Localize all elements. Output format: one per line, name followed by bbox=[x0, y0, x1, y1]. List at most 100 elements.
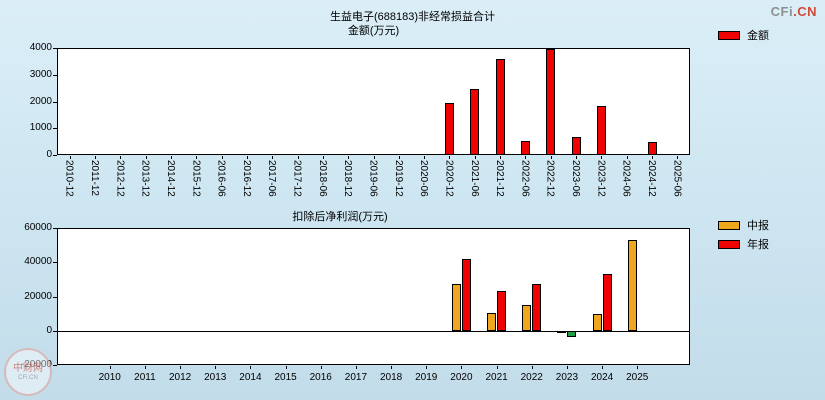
x-tick bbox=[180, 366, 181, 369]
x-tick bbox=[70, 156, 71, 159]
x-tick bbox=[323, 156, 324, 159]
y-tick bbox=[53, 102, 57, 103]
x-tick bbox=[298, 156, 299, 159]
bar bbox=[546, 49, 556, 155]
x-tick-label: 2022-06 bbox=[519, 160, 531, 197]
x-tick-label: 2013 bbox=[204, 372, 227, 383]
cfi-logo: CFi.CN bbox=[771, 4, 817, 19]
x-tick-label: 2016-12 bbox=[240, 160, 252, 197]
bar bbox=[495, 58, 505, 155]
bar bbox=[602, 274, 612, 331]
x-tick bbox=[602, 366, 603, 369]
y-tick-label: 20000 bbox=[24, 290, 52, 302]
x-tick bbox=[196, 156, 197, 159]
x-tick-label: 2019-12 bbox=[392, 160, 404, 197]
legend-swatch-interim bbox=[718, 220, 740, 230]
x-tick-label: 2012 bbox=[168, 372, 192, 383]
x-tick-label: 2023-12 bbox=[595, 160, 607, 197]
legend-label-annual: 年报 bbox=[747, 239, 769, 251]
x-tick-label: 2025-06 bbox=[671, 160, 683, 197]
bar bbox=[444, 102, 454, 155]
bar bbox=[532, 283, 542, 331]
x-tick bbox=[627, 156, 628, 159]
bottom-plot-area bbox=[57, 228, 690, 365]
legend-swatch-amount bbox=[718, 30, 740, 40]
x-tick-label: 2015 bbox=[274, 372, 297, 383]
y-tick-label: 0 bbox=[46, 149, 52, 160]
x-tick bbox=[475, 156, 476, 159]
x-tick-label: 2020-06 bbox=[418, 160, 430, 197]
x-tick-label: 2017-12 bbox=[291, 160, 303, 197]
legend-item: 金额 bbox=[718, 27, 769, 43]
x-tick-label: 2023-06 bbox=[570, 160, 582, 197]
x-tick bbox=[145, 366, 146, 369]
bottom-chart-panel: 扣除后净利润(万元) 中报 年报 -20000 0 20000 40000 60000 2… bbox=[0, 205, 825, 400]
bar bbox=[487, 312, 497, 331]
watermark-text-en: CFi.CN bbox=[18, 374, 38, 381]
x-tick-label: 2016-06 bbox=[215, 160, 227, 197]
x-tick-label: 2010-12 bbox=[63, 160, 75, 197]
x-tick-label: 2014-12 bbox=[164, 160, 176, 197]
x-tick bbox=[424, 156, 425, 159]
y-tick-label: 3000 bbox=[29, 68, 52, 80]
legend-swatch-annual bbox=[718, 239, 740, 249]
x-tick bbox=[356, 366, 357, 369]
bar bbox=[571, 136, 581, 155]
x-tick-label: 2013-12 bbox=[139, 160, 151, 197]
y-tick bbox=[53, 331, 57, 332]
x-tick bbox=[171, 156, 172, 159]
x-tick bbox=[120, 156, 121, 159]
bottom-chart-legend: 中报 年报 bbox=[718, 217, 769, 255]
bar bbox=[461, 258, 471, 331]
x-tick bbox=[95, 156, 96, 159]
x-tick-label: 2011-12 bbox=[88, 160, 100, 196]
top-chart-subtitle: 金额(万元) bbox=[347, 25, 400, 37]
y-tick bbox=[53, 48, 57, 49]
bar bbox=[470, 89, 480, 155]
x-tick-label: 2021-06 bbox=[468, 160, 480, 197]
bar bbox=[596, 105, 606, 155]
top-chart-title: 生益电子(688183)非经常损益合计 bbox=[329, 11, 496, 23]
x-tick-label: 2020 bbox=[450, 372, 473, 383]
top-chart-panel: 生益电子(688183)非经常损益合计 金额(万元) 金额 0 1000 2000 3… bbox=[29, 11, 769, 197]
cfi-logo-gray: CFi bbox=[770, 4, 794, 19]
x-tick-label: 2017 bbox=[344, 372, 368, 383]
x-tick bbox=[601, 156, 602, 159]
x-tick-label: 2012-12 bbox=[114, 160, 126, 197]
x-tick-label: 2020-12 bbox=[443, 160, 455, 197]
x-tick bbox=[250, 366, 251, 369]
legend-label-amount: 金额 bbox=[747, 30, 769, 42]
cfi-logo-red: .CN bbox=[793, 4, 817, 19]
x-tick-label: 2022 bbox=[520, 372, 543, 383]
x-tick bbox=[677, 156, 678, 159]
x-tick bbox=[449, 156, 450, 159]
legend-label-interim: 中报 bbox=[747, 220, 769, 232]
x-tick-label: 2019 bbox=[415, 372, 438, 383]
bottom-chart-title: 扣除后净利润(万元) bbox=[292, 211, 388, 223]
x-tick bbox=[567, 366, 568, 369]
y-tick bbox=[53, 365, 57, 366]
bar bbox=[522, 305, 532, 331]
x-tick-label: 2021-12 bbox=[494, 160, 506, 197]
bar bbox=[567, 330, 577, 338]
x-tick bbox=[576, 156, 577, 159]
x-tick-label: 2018-12 bbox=[342, 160, 354, 197]
bar bbox=[497, 291, 507, 331]
x-tick-label: 2024-06 bbox=[620, 160, 632, 197]
bar bbox=[647, 141, 657, 155]
x-tick-label: 2015-12 bbox=[190, 160, 202, 197]
x-tick bbox=[637, 366, 638, 369]
x-tick-label: 2017-06 bbox=[266, 160, 278, 197]
y-tick-label: 40000 bbox=[24, 256, 52, 268]
x-tick-label: 2024-12 bbox=[646, 160, 658, 197]
x-tick-label: 2025 bbox=[626, 372, 649, 383]
x-tick bbox=[399, 156, 400, 159]
y-tick-label: 4000 bbox=[29, 42, 52, 53]
y-tick bbox=[53, 262, 57, 263]
bar bbox=[520, 141, 530, 155]
x-tick bbox=[525, 156, 526, 159]
x-tick bbox=[551, 156, 552, 159]
top-chart-legend: 金额 bbox=[718, 27, 769, 46]
y-tick-label: 2000 bbox=[29, 95, 52, 107]
